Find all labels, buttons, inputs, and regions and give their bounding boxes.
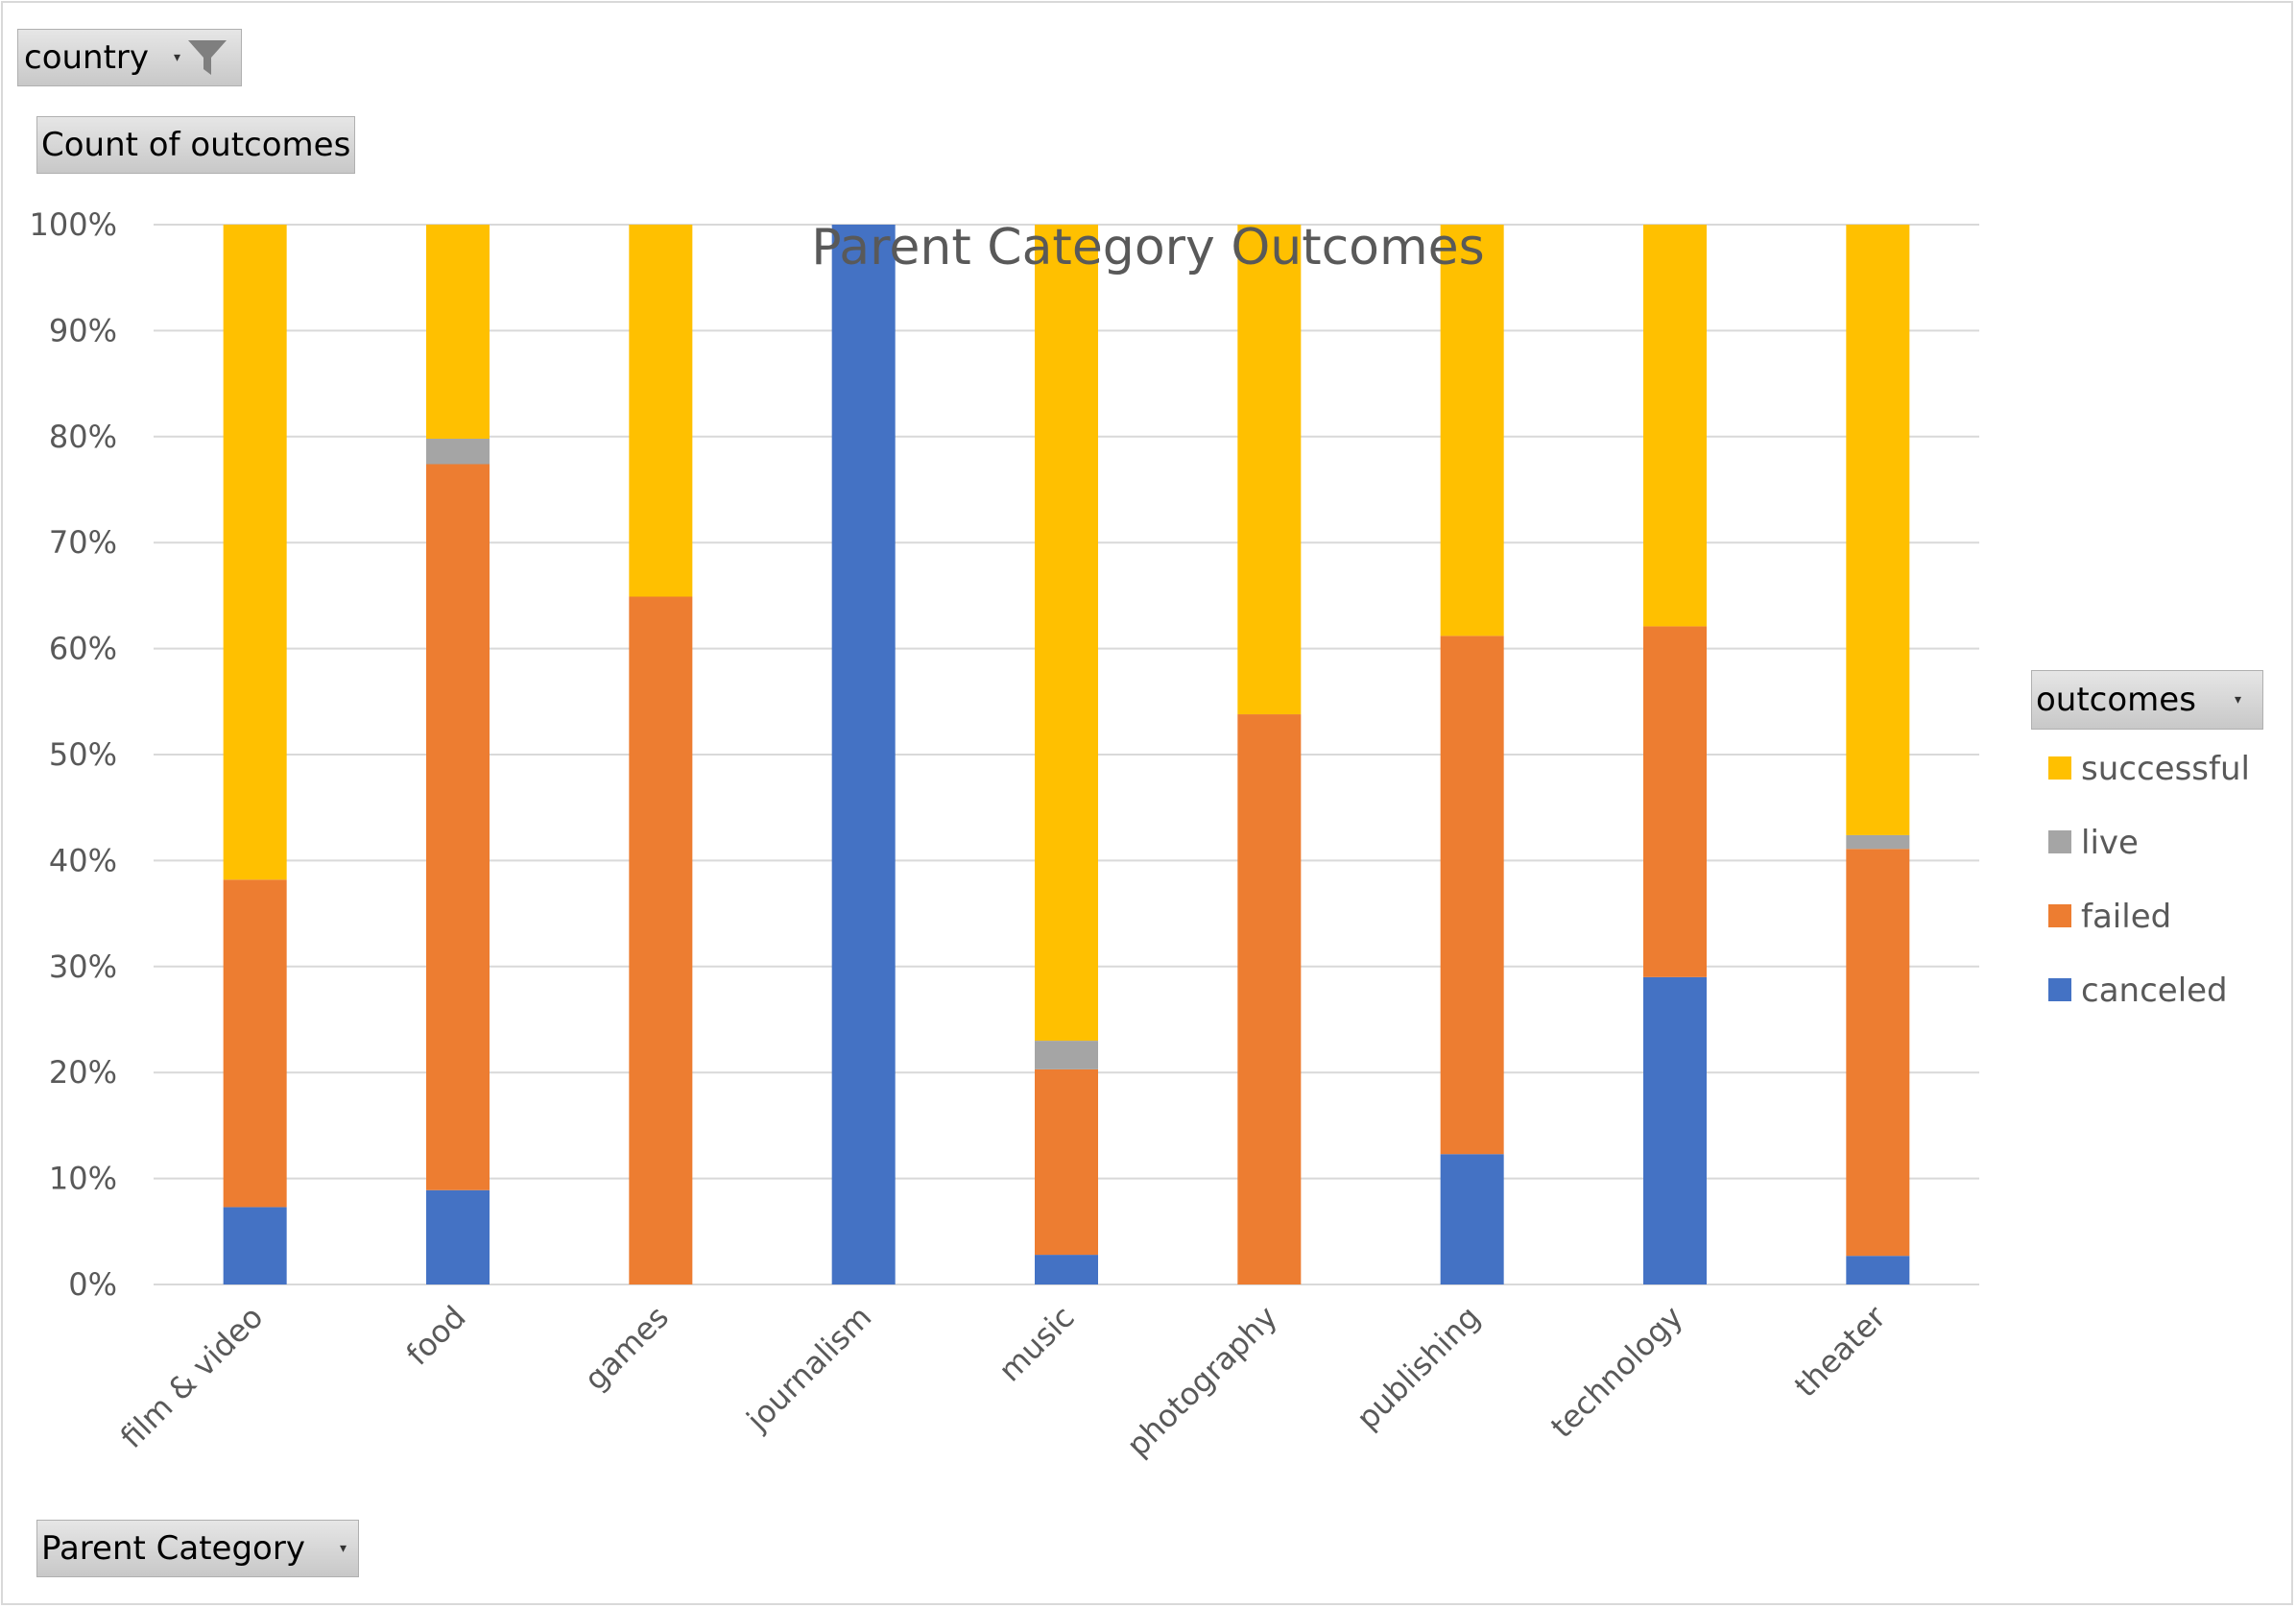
x-category-label: journalism (739, 1299, 879, 1439)
legend-entry-live: live (2081, 824, 2139, 862)
y-tick-label: 0% (68, 1266, 117, 1303)
filter-icon (188, 40, 227, 75)
bar-canceled-technology (1643, 976, 1707, 1284)
legend-entry-successful: successful (2081, 750, 2250, 788)
legend: successful live failed canceled (2048, 750, 2250, 1010)
y-tick-label: 50% (49, 736, 117, 773)
bar-failed-technology (1643, 626, 1707, 977)
x-axis-category-labels: film & video food games journalism music phot… (113, 1298, 1894, 1463)
bars (223, 225, 1910, 1284)
bar-live-theater (1846, 834, 1910, 850)
x-category-label: film & video (113, 1299, 270, 1455)
legend-swatch-canceled (2048, 978, 2071, 1001)
x-category-label: theater (1787, 1298, 1894, 1404)
legend-field-button[interactable]: outcomes ▾ (2031, 670, 2263, 730)
y-tick-label: 90% (49, 312, 117, 348)
x-category-label: publishing (1350, 1299, 1488, 1437)
legend-entry-canceled: canceled (2081, 972, 2228, 1010)
bar-canceled-film-video (223, 1207, 287, 1284)
bar-failed-food (426, 464, 490, 1190)
bar-failed-games (629, 596, 693, 1284)
values-field-label: Count of outcomes (41, 126, 351, 164)
chevron-down-icon: ▾ (174, 50, 181, 65)
bar-successful-music (1035, 225, 1098, 1042)
chevron-down-icon: ▾ (339, 1541, 347, 1556)
y-tick-label: 40% (49, 842, 117, 878)
y-tick-label: 20% (49, 1054, 117, 1091)
bar-canceled-publishing (1440, 1154, 1504, 1284)
bar-canceled-theater (1846, 1256, 1910, 1284)
country-filter-button[interactable]: country ▾ (17, 29, 242, 86)
legend-swatch-successful (2048, 756, 2071, 780)
legend-swatch-failed (2048, 904, 2071, 927)
bar-successful-theater (1846, 225, 1910, 835)
chevron-down-icon: ▾ (2234, 692, 2241, 708)
y-tick-label: 70% (49, 524, 117, 561)
y-tick-label: 100% (30, 206, 117, 243)
bar-live-food (426, 439, 490, 465)
axis-field-label: Parent Category (41, 1529, 305, 1568)
bar-failed-music (1035, 1068, 1098, 1256)
y-tick-label: 10% (49, 1161, 117, 1197)
bar-canceled-journalism (831, 225, 896, 1284)
bar-failed-film-video (223, 879, 287, 1208)
bar-canceled-food (426, 1189, 490, 1284)
legend-swatch-live (2048, 830, 2071, 853)
bar-successful-food (426, 225, 490, 440)
x-category-label: food (399, 1299, 473, 1373)
x-category-label: games (577, 1299, 676, 1398)
x-category-label: music (992, 1299, 1082, 1389)
bar-successful-photography (1237, 225, 1302, 715)
x-category-label: photography (1119, 1299, 1284, 1464)
y-tick-label: 30% (49, 948, 117, 985)
y-tick-label: 80% (49, 419, 117, 455)
y-tick-label: 60% (49, 631, 117, 667)
bar-failed-publishing (1440, 636, 1504, 1155)
x-category-label: technology (1543, 1299, 1690, 1446)
legend-field-label: outcomes (2036, 681, 2196, 719)
bar-successful-publishing (1440, 225, 1504, 636)
bar-live-music (1035, 1041, 1098, 1069)
legend-entry-failed: failed (2081, 898, 2171, 936)
bar-successful-games (629, 225, 693, 597)
chart-title: Parent Category Outcomes (811, 219, 1484, 276)
y-axis-tick-labels: 0% 10% 20% 30% 40% 50% 60% 70% 80% 90% 100% (30, 206, 117, 1303)
axis-field-button[interactable]: Parent Category ▾ (36, 1520, 359, 1577)
bar-successful-film-video (223, 225, 287, 880)
bar-failed-theater (1846, 849, 1910, 1257)
bar-successful-technology (1643, 225, 1707, 627)
values-field-button[interactable]: Count of outcomes (36, 116, 355, 174)
bar-canceled-music (1035, 1255, 1098, 1284)
bar-failed-photography (1237, 714, 1302, 1284)
country-filter-label: country (24, 38, 150, 77)
